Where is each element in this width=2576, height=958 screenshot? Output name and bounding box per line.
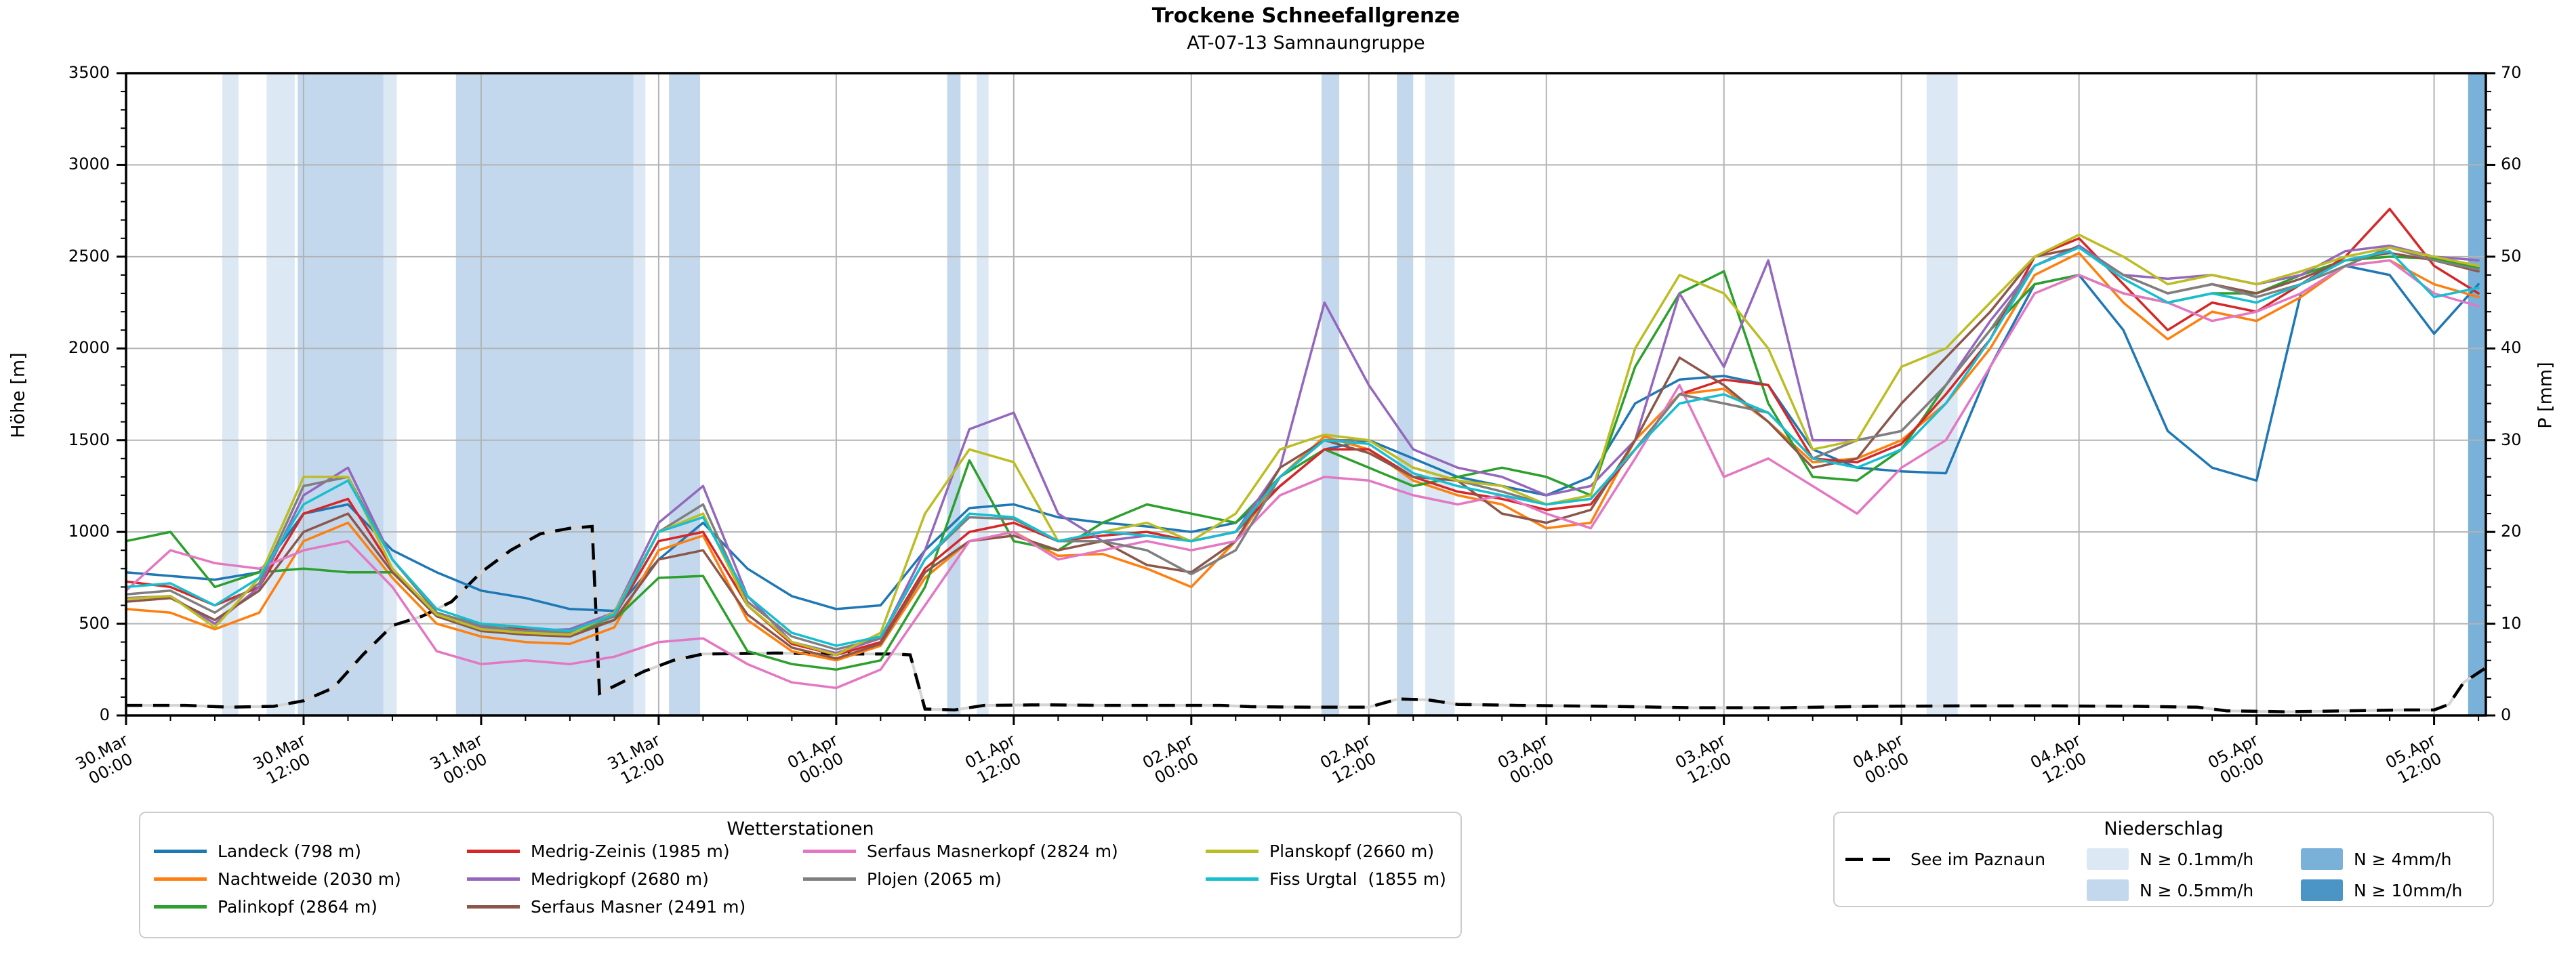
chart-subtitle: AT-07-13 Samnaungruppe <box>1187 33 1425 54</box>
y-tick-label-left: 2500 <box>68 246 110 266</box>
legend-item-label: Medrigkopf (2680 m) <box>531 869 709 889</box>
precip-band <box>1321 73 1340 715</box>
legend-item: Palinkopf (2864 m) <box>154 893 377 920</box>
y-tick-label-left: 500 <box>79 613 110 633</box>
precip-band <box>977 73 989 715</box>
y-tick-label-left: 1000 <box>68 522 110 541</box>
precip-band <box>947 73 961 715</box>
legend-item-label: N ≥ 0.1mm/h <box>2140 849 2254 869</box>
legend-line-sample <box>154 849 207 853</box>
legend-item: Medrig-Zeinis (1985 m) <box>467 837 730 865</box>
legend-item-lake: See im Paznaun <box>1845 846 2045 873</box>
precip-band <box>455 73 634 715</box>
y-tick-label-right: 30 <box>2501 430 2522 449</box>
lake-line-see-im-paznaun <box>126 524 2487 713</box>
y-tick-label-right: 40 <box>2501 338 2522 358</box>
y-tick-label-left: 0 <box>99 705 110 724</box>
y-tick-label-right: 10 <box>2501 613 2522 633</box>
legend-item-label: Fiss Urgtal (1855 m) <box>1269 869 1446 889</box>
legend-item-label: Plojen (2065 m) <box>867 869 1002 889</box>
series-nachtweide-2030-m- <box>125 251 2480 662</box>
legend-line-sample <box>467 849 520 853</box>
legend-precip-patch <box>2301 879 2343 901</box>
legend-line-sample <box>1206 877 1259 881</box>
tick-marks <box>117 72 2495 725</box>
legend-item-label: Serfaus Masner (2491 m) <box>531 896 746 917</box>
y-tick-label-right: 50 <box>2501 246 2522 266</box>
precip-band <box>222 73 239 715</box>
legend-item: Landeck (798 m) <box>154 837 361 865</box>
series-serfaus-masnerkopf-2824-m- <box>125 259 2480 690</box>
series-fiss-urgtal-1855-m- <box>125 246 2480 647</box>
y-tick-label-left: 2000 <box>68 338 110 358</box>
legend-item-label: Palinkopf (2864 m) <box>218 896 377 917</box>
y-tick-label-right: 20 <box>2501 522 2522 541</box>
legend-item-label: Serfaus Masnerkopf (2824 m) <box>867 841 1118 861</box>
legend-item: Plojen (2065 m) <box>803 865 1002 892</box>
legend-item-precip: N ≥ 10mm/h <box>2301 877 2462 904</box>
precip-band <box>266 73 295 715</box>
legend-line-sample <box>467 904 520 909</box>
legend-line-sample <box>467 877 520 881</box>
series-medrig-zeinis-1985-m- <box>125 207 2480 657</box>
legend-line-sample <box>803 877 856 881</box>
legend-item: Fiss Urgtal (1855 m) <box>1206 865 1446 892</box>
legend-precip-patch <box>2087 848 2129 870</box>
legend-precip-title: Niederschlag <box>2104 818 2224 839</box>
precip-bands <box>222 73 2486 715</box>
series-planskopf-2660-m- <box>125 233 2480 657</box>
precip-band <box>298 73 384 715</box>
legend-item-label: Medrig-Zeinis (1985 m) <box>531 841 730 861</box>
precip-band <box>2468 73 2486 715</box>
legend-stations-title: Wetterstationen <box>727 818 874 839</box>
y-tick-label-right: 60 <box>2501 154 2522 174</box>
precip-band <box>669 73 701 715</box>
precip-band <box>1425 73 1455 715</box>
legend-item-label: Planskopf (2660 m) <box>1269 841 1435 861</box>
precip-band <box>633 73 646 715</box>
legend-item-label: See im Paznaun <box>1910 849 2046 869</box>
legend-item-label: N ≥ 10mm/h <box>2354 880 2463 900</box>
legend-precip-patch <box>2301 848 2343 870</box>
legend-precip-patch <box>2087 879 2129 901</box>
legend-item: Planskopf (2660 m) <box>1206 837 1434 865</box>
y-tick-label-right: 0 <box>2501 705 2512 724</box>
legend-item: Nachtweide (2030 m) <box>154 865 401 892</box>
precip-band <box>383 73 397 715</box>
legend-stations: Wetterstationen Landeck (798 m) Nachtweid… <box>139 812 1462 938</box>
chart-title: Trockene Schneefallgrenze <box>1151 4 1460 28</box>
axes-spines <box>125 72 2487 717</box>
legend-item-label: N ≥ 4mm/h <box>2354 849 2452 869</box>
legend-line-sample <box>154 904 207 909</box>
legend-item-precip: N ≥ 4mm/h <box>2301 846 2451 873</box>
legend-line-sample <box>154 877 207 881</box>
legend-item-precip: N ≥ 0.5mm/h <box>2087 877 2253 904</box>
legend-line-sample <box>1206 849 1259 853</box>
legend-item-precip: N ≥ 0.1mm/h <box>2087 846 2253 873</box>
legend-dashed-line-sample <box>1845 857 1900 861</box>
legend-item: Serfaus Masner (2491 m) <box>467 893 745 920</box>
precip-band <box>1397 73 1414 715</box>
legend-item: Serfaus Masnerkopf (2824 m) <box>803 837 1118 865</box>
y-tick-label-left: 3500 <box>68 63 110 82</box>
legend-item-label: N ≥ 0.5mm/h <box>2140 880 2254 900</box>
y-tick-label-left: 1500 <box>68 430 110 449</box>
y-tick-label-left: 3000 <box>68 154 110 174</box>
legend-item-label: Landeck (798 m) <box>218 841 362 861</box>
y-tick-label-right: 70 <box>2501 63 2522 82</box>
legend-item-label: Nachtweide (2030 m) <box>218 869 401 889</box>
legend-item: Medrigkopf (2680 m) <box>467 865 709 892</box>
legend-precip: Niederschlag See im Paznaun N ≥ 0.1mm/h N … <box>1833 812 2494 907</box>
legend-line-sample <box>803 849 856 853</box>
